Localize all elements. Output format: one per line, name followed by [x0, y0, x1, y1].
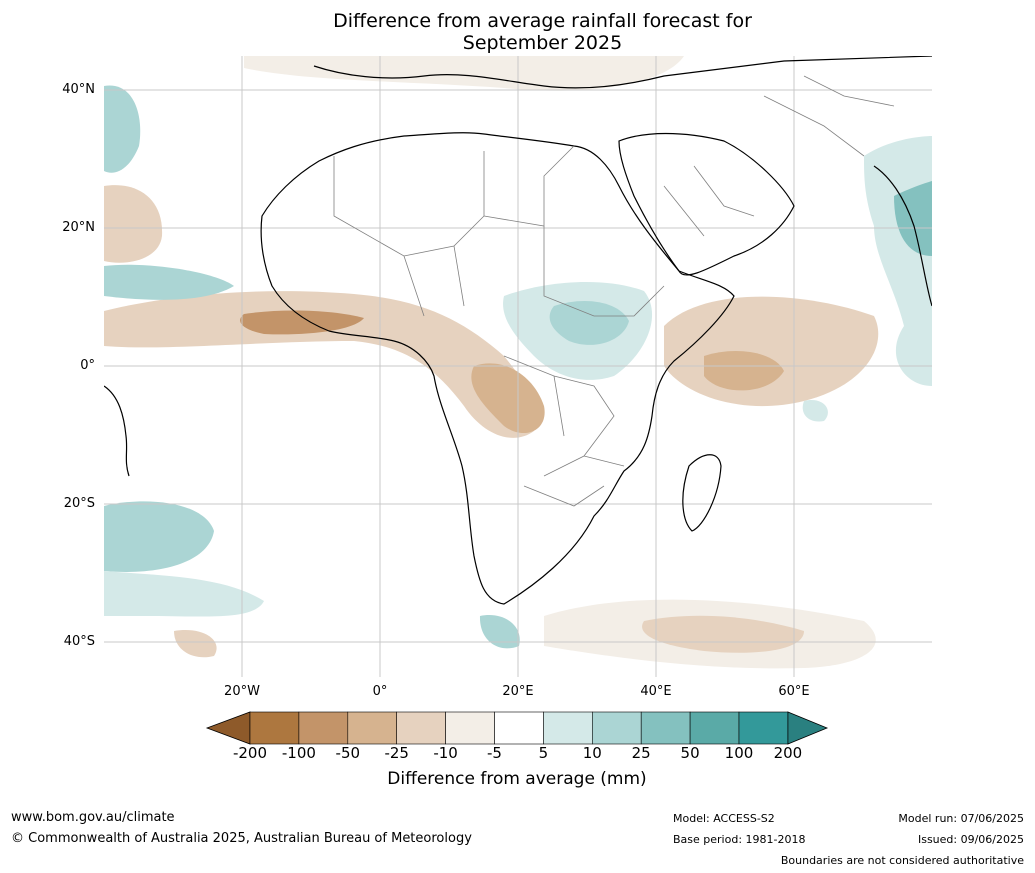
country-borders	[333, 75, 895, 507]
dry-area-gulf-of-guinea	[104, 291, 537, 438]
europe-coastline	[313, 56, 932, 89]
lat-label-20n: 20°N	[62, 220, 95, 235]
colorbar-tick-label: 10	[582, 744, 602, 762]
colorbar-tick-label: -10	[433, 744, 458, 762]
colorbar-tick-label: 100	[724, 744, 754, 762]
colorbar-tick-label: -25	[384, 744, 409, 762]
colorbar-swatch	[689, 711, 740, 745]
border-line	[403, 145, 575, 317]
footer-disclaimer: Boundaries are not considered authoritat…	[780, 854, 1024, 867]
colorbar-title: Difference from average (mm)	[387, 769, 647, 789]
colorbar-swatch	[249, 711, 300, 745]
africa-coastline	[260, 132, 735, 605]
colorbar-swatch	[494, 711, 544, 745]
colorbar-swatch	[396, 711, 446, 745]
footer-copyright: © Commonwealth of Australia 2025, Austra…	[11, 831, 472, 846]
map-title: Difference from average rainfall forecas…	[240, 10, 845, 54]
colorbar-swatch	[738, 711, 789, 745]
border-line	[523, 455, 625, 507]
lat-label-0: 0°	[80, 358, 95, 373]
wet-area-north-atlantic	[104, 85, 141, 173]
footer-model: Model: ACCESS-S2	[673, 812, 775, 825]
colorbar-swatch	[591, 711, 642, 745]
colorbar-tick-label: -50	[335, 744, 361, 762]
graticule	[104, 56, 932, 677]
lon-label-0: 0°	[372, 684, 388, 699]
colorbar-extend-low	[205, 711, 251, 745]
wet-area-south-atlantic	[104, 501, 214, 572]
wet-area-mozambique	[802, 400, 828, 422]
coastlines	[104, 56, 932, 605]
colorbar-swatch	[640, 711, 691, 745]
dry-area-east-africa-core	[704, 351, 784, 391]
dry-area-east-africa	[664, 296, 879, 407]
lat-label-20s: 20°S	[63, 496, 95, 511]
lat-label-40s: 40°S	[63, 634, 95, 649]
wet-area-south-atlantic-outer	[104, 571, 264, 617]
colorbar-extend-high	[787, 711, 829, 745]
footer-model-run: Model run: 07/06/2025	[898, 812, 1024, 825]
border-line	[763, 75, 895, 157]
colorbar-swatch	[298, 711, 349, 745]
border-line	[543, 226, 665, 317]
south-america-coastline	[104, 385, 130, 477]
arabia-coastline	[618, 132, 795, 276]
colorbar-tick-label: -100	[281, 744, 316, 762]
colorbar-tick-label: -5	[487, 744, 502, 762]
lat-label-40n: 40°N	[62, 82, 95, 97]
dry-area-southern-ocean-core	[642, 615, 804, 653]
india-coastline	[873, 165, 932, 307]
border-line	[663, 165, 755, 237]
dry-area-gulf-core	[240, 310, 364, 335]
lon-label-20w: 20°W	[224, 684, 260, 699]
border-line	[333, 151, 485, 257]
title-line-1: Difference from average rainfall forecas…	[333, 10, 752, 32]
colorbar-swatch	[543, 711, 593, 745]
lon-label-60e: 60°E	[778, 684, 810, 699]
colorbar-tick-label: -200	[232, 744, 268, 762]
footer-issued: Issued: 09/06/2025	[917, 833, 1024, 846]
dry-area-mediterranean	[244, 56, 684, 91]
lon-label-40e: 40°E	[640, 684, 672, 699]
border-line	[503, 355, 615, 477]
wet-area-southern	[479, 615, 520, 649]
title-line-2: September 2025	[462, 32, 623, 54]
footer-base-period: Base period: 1981-2018	[673, 833, 806, 846]
wet-area-central-africa-core	[549, 301, 629, 345]
footer-url[interactable]: www.bom.gov.au/climate	[11, 810, 175, 825]
anomaly-shading	[104, 56, 932, 669]
dry-area-central-africa	[471, 363, 545, 434]
colorbar-tick-label: 25	[631, 744, 651, 762]
colorbar-tick-label: 50	[680, 744, 700, 762]
colorbar	[205, 711, 831, 749]
wet-area-west-trop-atlantic	[104, 264, 234, 300]
rainfall-anomaly-map	[104, 56, 932, 677]
colorbar-tick-label: 5	[538, 744, 549, 762]
colorbar-tick-label: 200	[773, 744, 803, 762]
lon-label-20e: 20°E	[502, 684, 534, 699]
colorbar-swatch	[347, 711, 398, 745]
map-svg	[104, 56, 932, 677]
dry-area-small-sw	[174, 630, 217, 658]
colorbar-svg	[205, 711, 829, 745]
dry-area-west-atlantic	[104, 185, 163, 263]
madagascar-coastline	[682, 454, 722, 532]
colorbar-swatch	[445, 711, 495, 745]
